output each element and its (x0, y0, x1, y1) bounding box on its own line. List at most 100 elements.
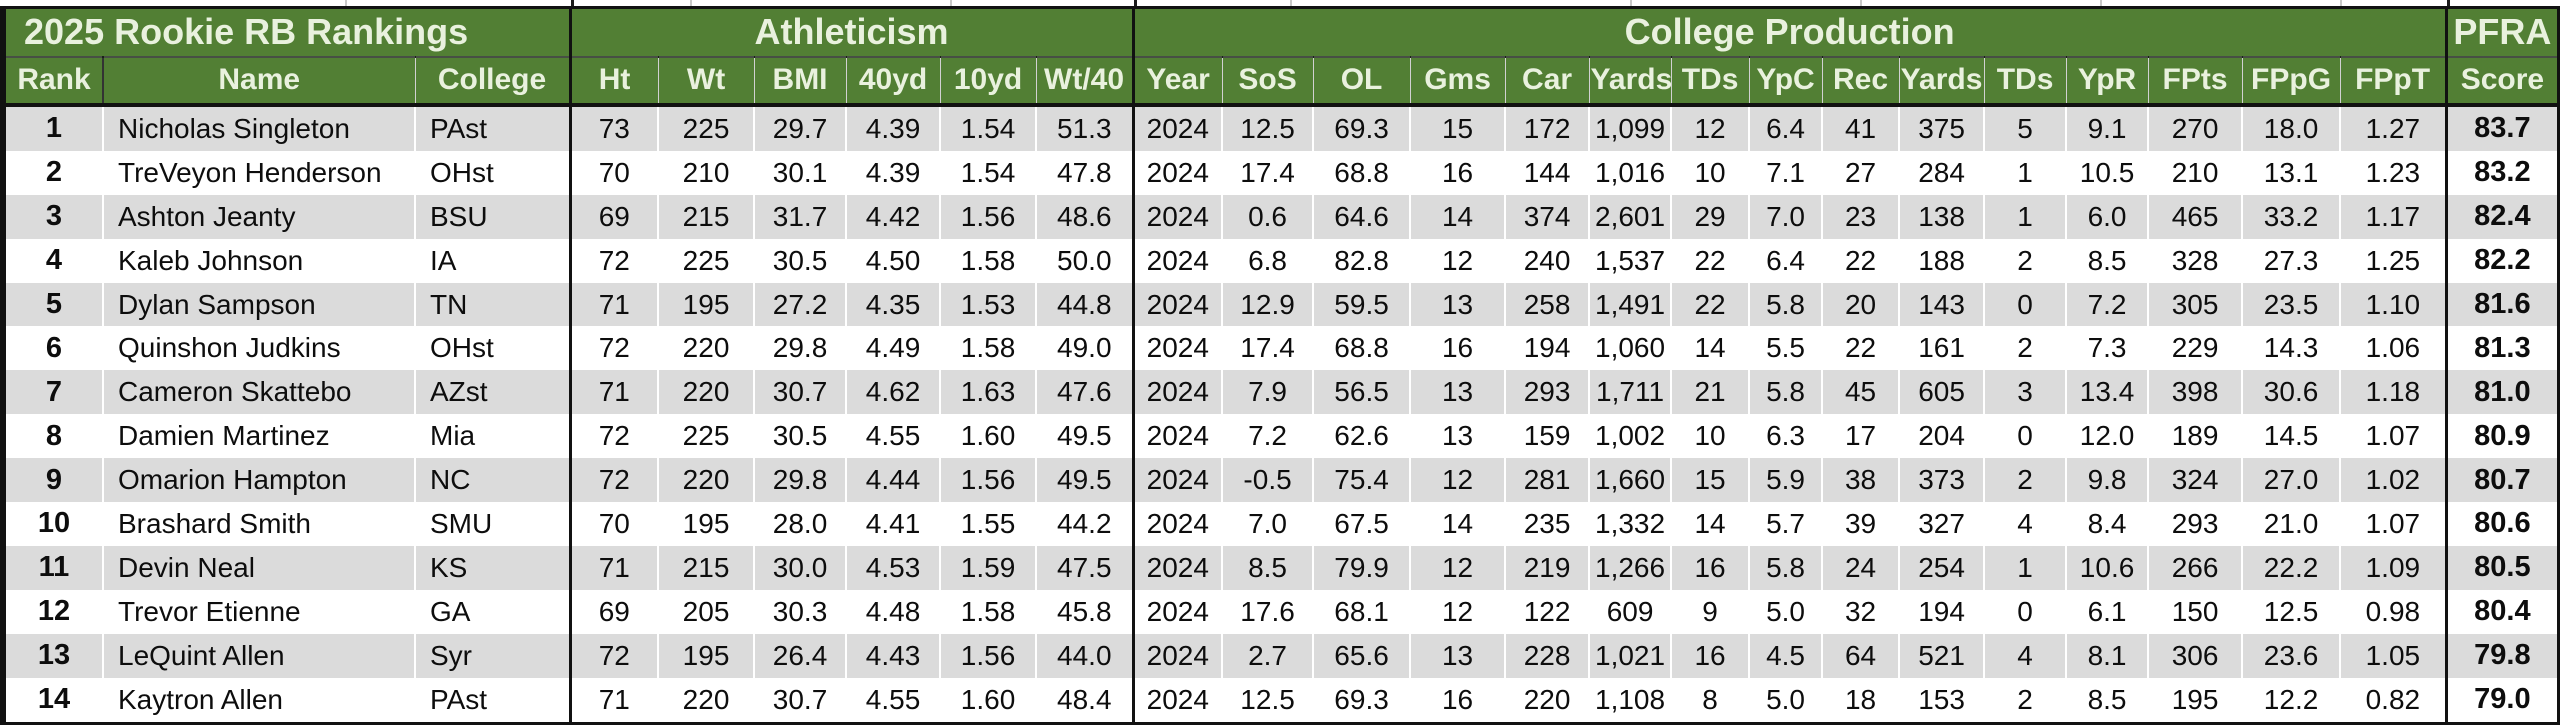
cell-rank[interactable]: 9 (3, 458, 104, 503)
cell-rush-yards[interactable]: 1,711 (1589, 370, 1673, 415)
cell-fppg[interactable]: 23.5 (2242, 282, 2342, 327)
cell-40yd[interactable]: 4.53 (846, 545, 942, 590)
cell-10yd[interactable]: 1.53 (940, 282, 1038, 327)
cell-fppg[interactable]: 33.2 (2242, 194, 2342, 239)
cell-fpts[interactable]: 465 (2148, 194, 2244, 239)
cell-ypr[interactable]: 9.8 (2066, 458, 2150, 503)
cell-40yd[interactable]: 4.35 (846, 282, 942, 327)
cell-ypc[interactable]: 5.5 (1749, 326, 1824, 371)
cell-fppt[interactable]: 1.18 (2340, 370, 2448, 415)
cell-rush-yards[interactable]: 1,016 (1589, 150, 1673, 195)
cell-fppg[interactable]: 18.0 (2242, 104, 2342, 151)
cell-rush-tds[interactable]: 14 (1671, 502, 1751, 546)
cell-fppg[interactable]: 27.3 (2242, 238, 2342, 283)
cell-fpts[interactable]: 328 (2148, 238, 2244, 283)
cell-rec[interactable]: 22 (1822, 238, 1901, 283)
cell-ht[interactable]: 70 (568, 150, 660, 195)
cell-bmi[interactable]: 30.1 (754, 150, 848, 195)
cell-college[interactable]: OHst (415, 326, 572, 371)
cell-wt-40[interactable]: 44.0 (1036, 633, 1135, 678)
cell-gms[interactable]: 16 (1410, 150, 1507, 195)
cell-year[interactable]: 2024 (1131, 282, 1224, 327)
cell-score[interactable]: 79.8 (2444, 633, 2560, 678)
cell-car[interactable]: 219 (1505, 545, 1591, 590)
col-header-score[interactable]: Score (2444, 56, 2560, 107)
cell-bmi[interactable]: 29.8 (754, 458, 848, 503)
col-header-fppg[interactable]: FPpG (2242, 56, 2341, 107)
cell-rush-tds[interactable]: 14 (1671, 326, 1751, 371)
cell-college[interactable]: PAst (415, 104, 572, 151)
cell-wt[interactable]: 215 (658, 545, 756, 590)
cell-bmi[interactable]: 30.3 (754, 589, 848, 634)
cell-rank[interactable]: 14 (3, 677, 104, 724)
cell-fppt[interactable]: 1.27 (2340, 104, 2448, 151)
cell-wt-40[interactable]: 49.0 (1036, 326, 1135, 371)
cell-college[interactable]: KS (415, 545, 572, 590)
cell-rec-tds[interactable]: 3 (1984, 370, 2068, 415)
cell-year[interactable]: 2024 (1131, 238, 1224, 283)
cell-wt-40[interactable]: 44.2 (1036, 502, 1135, 546)
col-header-ypc[interactable]: YpC (1749, 56, 1823, 107)
cell-gms[interactable]: 14 (1410, 502, 1507, 546)
cell-year[interactable]: 2024 (1131, 326, 1224, 371)
cell-sos[interactable]: 2.7 (1222, 633, 1315, 678)
cell-wt[interactable]: 220 (658, 370, 756, 415)
cell-40yd[interactable]: 4.39 (846, 104, 942, 151)
cell-ol[interactable]: 75.4 (1313, 458, 1412, 503)
cell-ol[interactable]: 59.5 (1313, 282, 1412, 327)
cell-score[interactable]: 80.4 (2444, 589, 2560, 634)
cell-rec-tds[interactable]: 2 (1984, 326, 2068, 371)
cell-ypr[interactable]: 8.5 (2066, 238, 2150, 283)
cell-40yd[interactable]: 4.55 (846, 677, 942, 724)
cell-car[interactable]: 220 (1505, 677, 1591, 724)
cell-ypr[interactable]: 10.5 (2066, 150, 2150, 195)
col-header-fppt[interactable]: FPpT (2340, 56, 2447, 107)
cell-rec-tds[interactable]: 2 (1984, 458, 2068, 503)
cell-ypr[interactable]: 6.0 (2066, 194, 2150, 239)
cell-40yd[interactable]: 4.50 (846, 238, 942, 283)
cell-fppt[interactable]: 1.06 (2340, 326, 2448, 371)
cell-rec-tds[interactable]: 2 (1984, 677, 2068, 724)
col-header-name[interactable]: Name (102, 56, 416, 107)
cell-sos[interactable]: 7.2 (1222, 414, 1315, 459)
cell-ypc[interactable]: 5.8 (1749, 370, 1824, 415)
cell-ypc[interactable]: 6.4 (1749, 104, 1824, 151)
cell-ypr[interactable]: 7.2 (2066, 282, 2150, 327)
col-header-rush-tds[interactable]: TDs (1671, 56, 1750, 107)
cell-ypr[interactable]: 8.5 (2066, 677, 2150, 724)
cell-10yd[interactable]: 1.60 (940, 414, 1038, 459)
cell-ol[interactable]: 68.1 (1313, 589, 1412, 634)
cell-rush-yards[interactable]: 1,660 (1589, 458, 1673, 503)
cell-ol[interactable]: 56.5 (1313, 370, 1412, 415)
cell-fpts[interactable]: 293 (2148, 502, 2244, 546)
cell-rush-tds[interactable]: 10 (1671, 414, 1751, 459)
cell-ol[interactable]: 68.8 (1313, 150, 1412, 195)
cell-rank[interactable]: 4 (3, 238, 104, 283)
cell-rush-tds[interactable]: 9 (1671, 589, 1751, 634)
cell-sos[interactable]: 6.8 (1222, 238, 1315, 283)
cell-wt-40[interactable]: 47.8 (1036, 150, 1135, 195)
cell-college[interactable]: BSU (415, 194, 572, 239)
cell-sos[interactable]: 8.5 (1222, 545, 1315, 590)
cell-rush-yards[interactable]: 1,002 (1589, 414, 1673, 459)
cell-ypc[interactable]: 7.1 (1749, 150, 1824, 195)
cell-rec[interactable]: 24 (1822, 545, 1901, 590)
cell-bmi[interactable]: 29.8 (754, 326, 848, 371)
cell-fpts[interactable]: 189 (2148, 414, 2244, 459)
col-header-year[interactable]: Year (1131, 56, 1223, 107)
section-header-college-production[interactable]: College Production (1131, 7, 2447, 58)
cell-ht[interactable]: 71 (568, 282, 660, 327)
cell-fppt[interactable]: 0.98 (2340, 589, 2448, 634)
cell-rush-yards[interactable]: 1,021 (1589, 633, 1673, 678)
cell-rec[interactable]: 41 (1822, 104, 1901, 151)
cell-ht[interactable]: 70 (568, 502, 660, 546)
cell-fpts[interactable]: 306 (2148, 633, 2244, 678)
cell-wt[interactable]: 220 (658, 677, 756, 724)
cell-rank[interactable]: 8 (3, 414, 104, 459)
cell-car[interactable]: 228 (1505, 633, 1591, 678)
cell-10yd[interactable]: 1.56 (940, 633, 1038, 678)
cell-ht[interactable]: 71 (568, 545, 660, 590)
cell-gms[interactable]: 16 (1410, 326, 1507, 371)
cell-rec-yards[interactable]: 138 (1899, 194, 1986, 239)
cell-ol[interactable]: 68.8 (1313, 326, 1412, 371)
